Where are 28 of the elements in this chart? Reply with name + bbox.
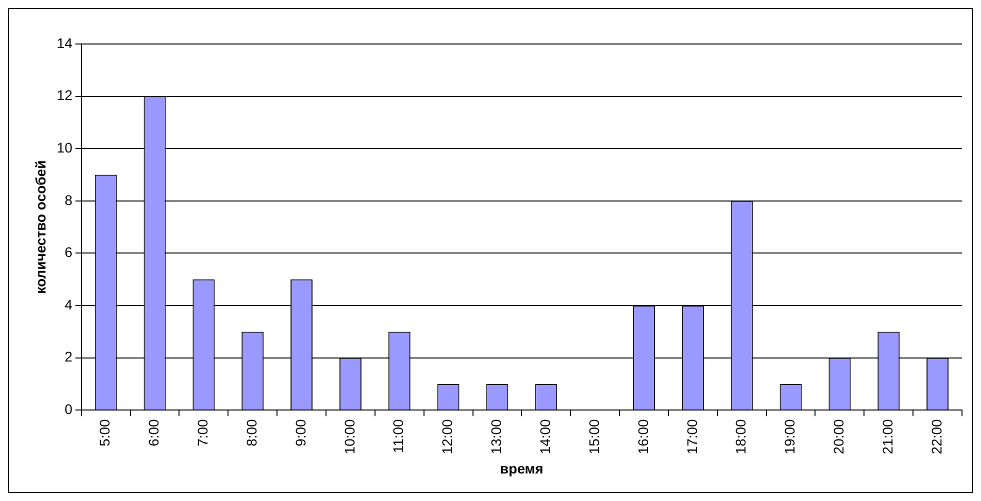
x-tick-label: 20:00	[830, 418, 847, 454]
y-tick-label: 6	[64, 244, 73, 260]
y-tick-label: 10	[56, 139, 73, 156]
x-tick-label: 19:00	[782, 418, 798, 454]
x-tick-label: 5:00	[96, 418, 113, 446]
x-tick-label: 18:00	[732, 418, 749, 454]
y-tick-label: 4	[64, 296, 73, 312]
y-tick-label: 14	[56, 34, 73, 51]
x-tick-label: 7:00	[194, 418, 211, 446]
x-tick-label: 9:00	[292, 418, 308, 446]
y-tick-label: 12	[56, 87, 73, 104]
y-tick-label: 2	[64, 348, 73, 365]
x-tick-label: 6:00	[146, 418, 162, 446]
y-axis-title: количество особей	[32, 160, 48, 294]
x-axis-title: время	[500, 460, 544, 476]
x-tick-label: 22:00	[928, 418, 944, 454]
y-tick-label: 8	[64, 192, 73, 208]
x-tick-label: 10:00	[341, 418, 358, 454]
x-tick-label: 11:00	[390, 418, 406, 454]
x-tick-label: 15:00	[586, 418, 602, 454]
x-tick-label: 17:00	[684, 418, 700, 454]
y-tick-label: 0	[64, 401, 73, 418]
x-tick-label: 12:00	[439, 418, 456, 454]
x-tick-label: 13:00	[488, 418, 504, 454]
x-tick-label: 8:00	[243, 418, 260, 446]
x-tick-label: 14:00	[537, 418, 554, 454]
x-tick-label: 16:00	[634, 418, 651, 454]
x-tick-label: 21:00	[879, 418, 896, 454]
